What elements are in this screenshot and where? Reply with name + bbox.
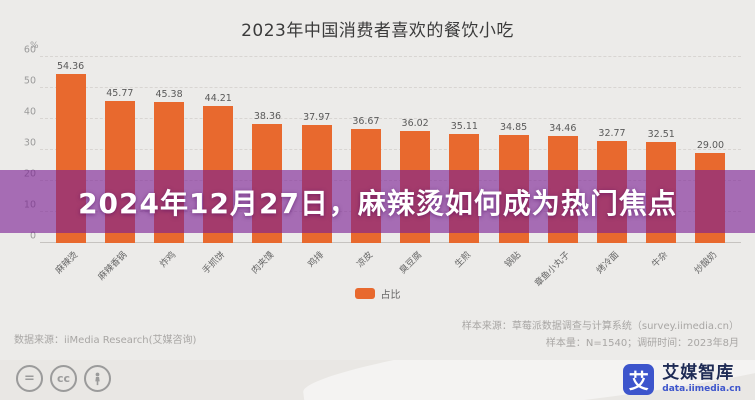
sample-source-line: 样本来源：草莓派数据调查与计算系统（survey.iimedia.cn） <box>461 321 739 332</box>
chart-legend: 占比 <box>0 286 755 301</box>
gridline-60 <box>40 56 741 57</box>
person-icon <box>84 365 111 392</box>
y-axis-unit-label: % <box>30 41 39 51</box>
bar-value-label: 35.11 <box>450 121 478 133</box>
x-axis-label: 锅贴 <box>502 250 523 270</box>
brand-name: 艾媒智库 <box>662 363 735 383</box>
bar-value-label: 34.85 <box>499 121 528 133</box>
x-axis-label: 麻辣香锅 <box>96 250 130 283</box>
headline-text: 2024年12月27日，麻辣烫如何成为热门焦点 <box>78 186 677 220</box>
bar-value-label: 38.36 <box>253 111 282 123</box>
brand-block: 艾 艾媒智库 data.iimedia.cn <box>623 364 741 395</box>
license-bar: = cc 艾 艾媒智库 data.iimedia.cn <box>0 360 755 400</box>
bar-value-label: 32.77 <box>598 128 626 140</box>
x-axis-label: 手抓饼 <box>201 250 228 277</box>
legend-swatch-icon <box>354 288 375 299</box>
gridline-0 <box>40 242 741 243</box>
sample-source-note: 样本来源：草莓派数据调查与计算系统（survey.iimedia.cn） 样本量… <box>462 318 739 352</box>
gridline-50 <box>40 87 741 88</box>
x-axis-label: 炒酸奶 <box>693 250 720 277</box>
bar-value-label: 45.38 <box>155 89 183 101</box>
brand-logo-icon: 艾 <box>623 364 655 395</box>
bar-value-label: 54.36 <box>57 61 85 73</box>
bar-value-label: 44.21 <box>204 92 232 104</box>
bar-value-label: 36.67 <box>352 116 380 128</box>
bar-value-label: 32.51 <box>647 129 675 141</box>
equals-icon: = <box>16 365 43 392</box>
x-axis-label: 凉皮 <box>355 250 376 270</box>
y-tick-label-60: 60 <box>23 44 36 56</box>
headline-banner: 2024年12月27日，麻辣烫如何成为热门焦点 <box>0 170 755 233</box>
x-axis-label: 炸鸡 <box>158 250 179 270</box>
gridline-40 <box>40 118 741 119</box>
brand-text: 艾媒智库 data.iimedia.cn <box>662 365 741 394</box>
y-tick-label-50: 50 <box>23 75 36 87</box>
legend-label: 占比 <box>380 290 401 301</box>
x-axis-label: 鸡排 <box>306 250 326 270</box>
y-tick-label-40: 40 <box>23 106 36 118</box>
x-axis-label: 臭豆腐 <box>398 250 425 277</box>
bar-value-label: 34.46 <box>549 123 577 135</box>
x-axis-label: 生煎 <box>453 250 474 270</box>
bar-value-label: 37.97 <box>303 112 331 124</box>
bar-value-label: 29.00 <box>696 140 725 152</box>
y-tick-label-0: 0 <box>29 230 36 242</box>
x-axis-label: 烤冷面 <box>595 250 622 277</box>
cc-icon: cc <box>50 365 77 392</box>
chart-title: 2023年中国消费者喜欢的餐饮小吃 <box>241 21 514 41</box>
bar-value-label: 36.02 <box>401 118 429 130</box>
x-axis-label: 牛杂 <box>650 250 671 270</box>
data-source-note: 数据来源：iiMedia Research(艾媒咨询) <box>14 335 197 346</box>
gridline-30 <box>40 149 741 150</box>
x-axis-label: 肉夹馍 <box>250 250 277 277</box>
license-icons: = cc <box>16 365 111 392</box>
bar-value-label: 45.77 <box>106 88 134 100</box>
x-axis-label: 麻辣烫 <box>53 250 80 277</box>
y-tick-label-30: 30 <box>23 137 36 149</box>
x-axis-label: 章鱼小丸子 <box>533 250 572 290</box>
sample-info-line: 样本量：N=1540；调研时间：2023年8月 <box>545 338 739 349</box>
brand-site: data.iimedia.cn <box>662 384 741 394</box>
